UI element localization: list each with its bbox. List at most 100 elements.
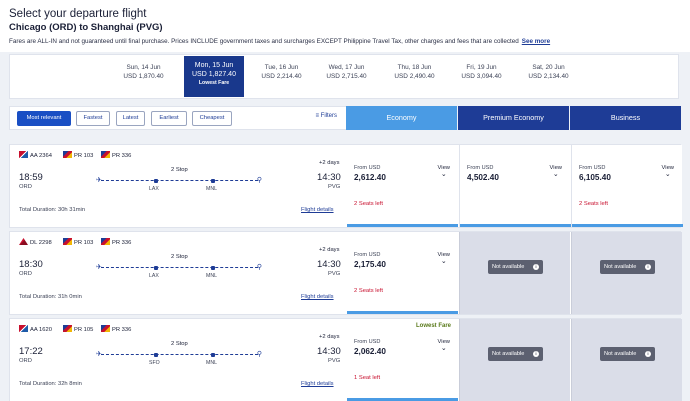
departure-code: ORD bbox=[19, 358, 32, 364]
flight-info: DL 2298 PR 103 PR 336 +2 days 18:30 ORD … bbox=[10, 232, 347, 314]
stop-name: LAX bbox=[149, 273, 159, 279]
plus-days: +2 days bbox=[319, 334, 340, 340]
economy-fare[interactable]: From USD 2,175.40 View ⌄ 2 Seats left bbox=[347, 232, 458, 314]
date-day: Fri, 19 Jun bbox=[466, 64, 497, 71]
seats-left: 2 Seats left bbox=[354, 201, 384, 207]
stop-name: MNL bbox=[206, 273, 217, 279]
date-option-fri-19[interactable]: Fri, 19 Jun USD 3,094.40 bbox=[450, 55, 513, 98]
route-title: Chicago (ORD) to Shanghai (PVG) bbox=[9, 22, 163, 33]
info-icon[interactable]: i bbox=[645, 351, 651, 357]
date-price: USD 2,214.40 bbox=[261, 73, 302, 80]
seats-left: 1 Seat left bbox=[354, 375, 381, 381]
arrival-code: PVG bbox=[328, 271, 341, 277]
stop-marker bbox=[211, 352, 215, 357]
flight-number: PR 103 bbox=[63, 151, 93, 159]
not-available-badge: Not available i bbox=[488, 347, 543, 361]
flight-code: PR 103 bbox=[74, 153, 94, 159]
tab-economy[interactable]: Economy bbox=[346, 106, 457, 130]
flight-details-link[interactable]: Flight details bbox=[301, 294, 334, 300]
sort-latest-button[interactable]: Latest bbox=[116, 111, 145, 126]
lowest-fare-label: Lowest Fare bbox=[198, 80, 230, 86]
fare-price: 4,502.40 bbox=[467, 173, 499, 182]
date-option-thu-18[interactable]: Thu, 18 Jun USD 2,490.40 bbox=[383, 55, 446, 98]
date-day: Thu, 18 Jun bbox=[397, 64, 432, 71]
flight-details-link[interactable]: Flight details bbox=[301, 381, 334, 387]
economy-fare[interactable]: Lowest Fare From USD 2,062.40 View ⌄ 1 Se… bbox=[347, 319, 458, 401]
stop-marker bbox=[154, 178, 158, 183]
date-day: Sun, 14 Jun bbox=[126, 64, 161, 71]
philippine-airlines-logo-icon bbox=[63, 151, 72, 158]
flight-number: PR 336 bbox=[101, 238, 131, 246]
date-price: USD 3,094.40 bbox=[461, 73, 502, 80]
premium-economy-fare[interactable]: From USD 4,502.40 View ⌄ bbox=[459, 145, 571, 227]
view-button[interactable]: View ⌄ bbox=[438, 252, 450, 265]
business-accent-bar bbox=[572, 224, 683, 227]
seats-left: 2 Seats left bbox=[579, 201, 609, 207]
delta-logo-icon bbox=[19, 238, 28, 245]
sort-most-relevant-button[interactable]: Most relevant bbox=[17, 111, 71, 126]
flight-number: PR 336 bbox=[101, 151, 131, 159]
info-icon[interactable]: i bbox=[645, 264, 651, 270]
economy-fare[interactable]: From USD 2,612.40 View ⌄ 2 Seats left bbox=[347, 145, 458, 227]
business-fare: Not available i bbox=[571, 232, 682, 314]
total-duration: Total Duration: 31h 0min bbox=[19, 294, 82, 300]
from-usd-label: From USD bbox=[354, 339, 381, 345]
info-icon[interactable]: i bbox=[533, 264, 539, 270]
flight-code: PR 336 bbox=[112, 327, 132, 333]
departure-code: ORD bbox=[19, 271, 32, 277]
select-title: Select your departure flight bbox=[9, 8, 147, 20]
flight-info: AA 1620 PR 105 PR 336 +2 days 17:22 ORD … bbox=[10, 319, 347, 401]
fare-price: 6,105.40 bbox=[579, 173, 611, 182]
flight-code: DL 2298 bbox=[30, 240, 52, 246]
departure-time: 18:30 bbox=[19, 259, 43, 270]
date-option-mon-15[interactable]: Mon, 15 Jun USD 1,827.40 Lowest Fare bbox=[184, 56, 244, 97]
flight-details-link[interactable]: Flight details bbox=[301, 207, 334, 213]
philippine-airlines-logo-icon bbox=[101, 238, 110, 245]
view-button[interactable]: View ⌄ bbox=[438, 165, 450, 178]
sort-cheapest-button[interactable]: Cheapest bbox=[192, 111, 232, 126]
view-button[interactable]: View ⌄ bbox=[438, 339, 450, 352]
business-fare[interactable]: From USD 6,105.40 View ⌄ 2 Seats left bbox=[571, 145, 683, 227]
philippine-airlines-logo-icon bbox=[101, 325, 110, 332]
not-available-label: Not available bbox=[604, 351, 637, 357]
date-price: USD 2,490.40 bbox=[394, 73, 435, 80]
flight-card: DL 2298 PR 103 PR 336 +2 days 18:30 ORD … bbox=[9, 231, 682, 315]
fare-price: 2,175.40 bbox=[354, 260, 386, 269]
business-fare: Not available i bbox=[571, 319, 682, 401]
flight-code: PR 105 bbox=[74, 327, 94, 333]
chevron-down-icon: ⌄ bbox=[552, 171, 559, 178]
not-available-badge: Not available i bbox=[488, 260, 543, 274]
philippine-airlines-logo-icon bbox=[101, 151, 110, 158]
chevron-down-icon: ⌄ bbox=[440, 258, 447, 265]
premium-accent-bar bbox=[460, 224, 571, 227]
view-button[interactable]: View ⌄ bbox=[662, 165, 674, 178]
date-option-tue-16[interactable]: Tue, 16 Jun USD 2,214.40 bbox=[250, 55, 313, 98]
plane-icon: ✈ bbox=[96, 264, 102, 271]
flight-card: AA 2364 PR 103 PR 336 +2 days 18:59 ORD … bbox=[9, 144, 683, 228]
arrival-time: 14:30 bbox=[317, 346, 341, 357]
date-option-wed-17[interactable]: Wed, 17 Jun USD 2,715.40 bbox=[315, 55, 378, 98]
not-available-label: Not available bbox=[492, 264, 525, 270]
filters-button[interactable]: ≡ Filters bbox=[315, 113, 337, 119]
filter-icon: ≡ bbox=[315, 113, 321, 119]
plane-icon: ✈ bbox=[96, 351, 102, 358]
view-button[interactable]: View ⌄ bbox=[550, 165, 562, 178]
destination-pin-icon: ⚲ bbox=[256, 177, 262, 184]
tab-premium-economy[interactable]: Premium Economy bbox=[458, 106, 569, 130]
from-usd-label: From USD bbox=[354, 165, 381, 171]
chevron-down-icon: ⌄ bbox=[440, 171, 447, 178]
sort-earliest-button[interactable]: Earliest bbox=[151, 111, 187, 126]
sort-fastest-button[interactable]: Fastest bbox=[76, 111, 110, 126]
view-label: View bbox=[437, 165, 450, 171]
stops-count: 2 Stop bbox=[171, 341, 188, 347]
see-more-link[interactable]: See more bbox=[521, 38, 551, 45]
date-option-sun-14[interactable]: Sun, 14 Jun USD 1,870.40 bbox=[112, 55, 175, 98]
total-duration: Total Duration: 32h 8min bbox=[19, 381, 82, 387]
info-icon[interactable]: i bbox=[533, 351, 539, 357]
arrival-code: PVG bbox=[328, 184, 341, 190]
date-option-sat-20[interactable]: Sat, 20 Jun USD 2,134.40 bbox=[517, 55, 580, 98]
flight-number: PR 103 bbox=[63, 238, 93, 246]
philippine-airlines-logo-icon bbox=[63, 325, 72, 332]
tab-business[interactable]: Business bbox=[570, 106, 681, 130]
flight-code: AA 2364 bbox=[30, 153, 52, 159]
